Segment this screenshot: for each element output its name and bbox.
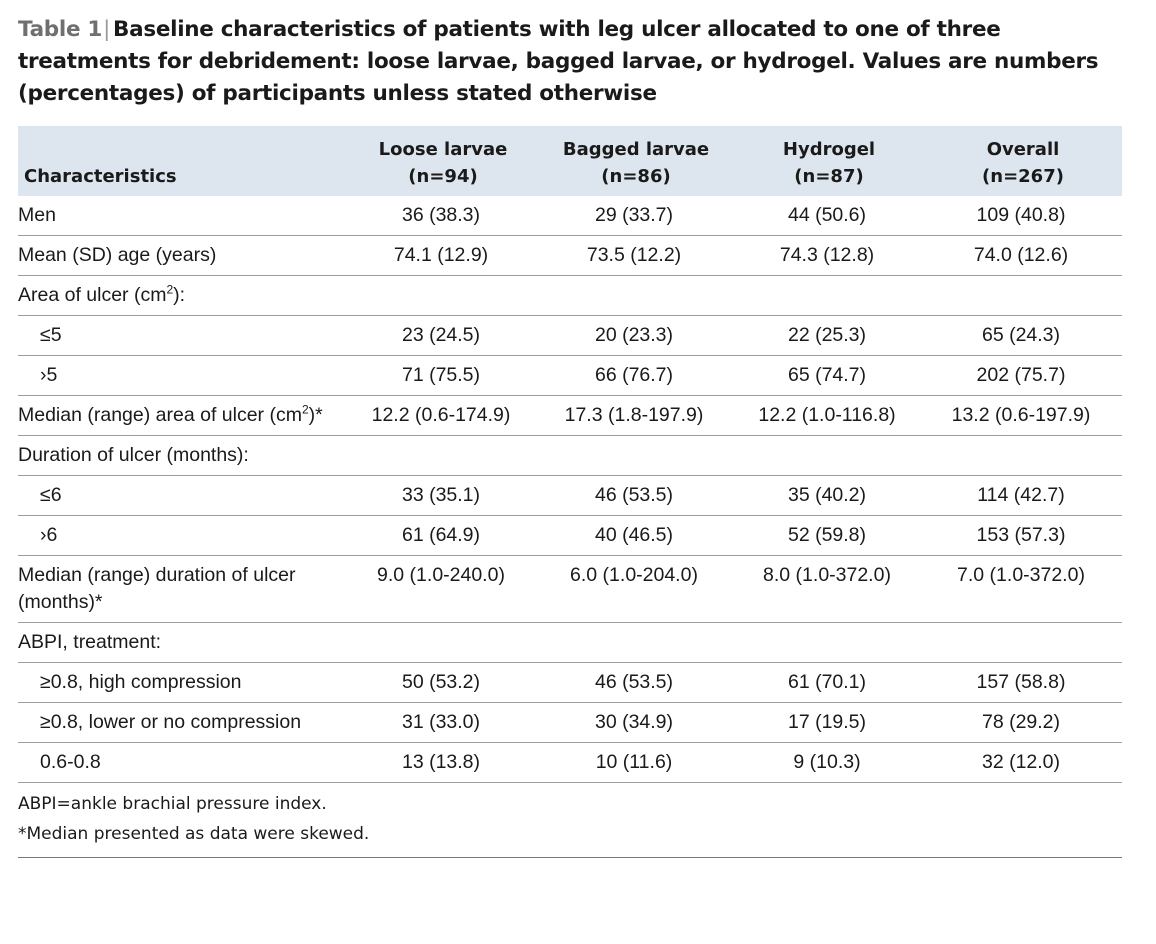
table-header: Characteristics Loose larvae (n=94) Bagge…	[18, 126, 1122, 196]
row-label: 0.6-0.8	[18, 742, 348, 783]
cell-value: 66 (76.7)	[538, 355, 734, 396]
cell-value: 65 (74.7)	[734, 355, 924, 396]
cell-value: 46 (53.5)	[538, 662, 734, 703]
table-row: ›6 61 (64.9) 40 (46.5) 52 (59.8) 153 (57…	[18, 515, 1122, 556]
footnote-block: ABPI=ankle brachial pressure index. *Med…	[18, 782, 1122, 849]
cell-value: 65 (24.3)	[924, 315, 1122, 356]
cell-value: 9 (10.3)	[734, 742, 924, 783]
cell-value: 40 (46.5)	[538, 515, 734, 556]
row-label: Men	[18, 196, 348, 236]
table-caption: Table 1| Baseline characteristics of pati…	[18, 14, 1122, 110]
baseline-table: Characteristics Loose larvae (n=94) Bagge…	[18, 126, 1122, 849]
cell-value: 23 (24.5)	[348, 315, 538, 356]
footnote-median: *Median presented as data were skewed.	[18, 824, 370, 844]
row-label: ≤5	[18, 315, 348, 356]
column-header-loose-larvae: Loose larvae (n=94)	[378, 139, 508, 187]
table-row: ≤6 33 (35.1) 46 (53.5) 35 (40.2) 114 (42…	[18, 475, 1122, 516]
table-row: 0.6-0.8 13 (13.8) 10 (11.6) 9 (10.3) 32 …	[18, 742, 1122, 783]
cell-value: 44 (50.6)	[734, 196, 924, 236]
table-body: Men 36 (38.3) 29 (33.7) 44 (50.6) 109 (4…	[18, 196, 1122, 783]
row-label: ≤6	[18, 475, 348, 516]
cell-value: 12.2 (0.6-174.9)	[348, 395, 538, 436]
cell-value: 74.3 (12.8)	[734, 235, 924, 276]
cell-value: 157 (58.8)	[924, 662, 1122, 703]
cell-value: 22 (25.3)	[734, 315, 924, 356]
table-row: ≥0.8, lower or no compression 31 (33.0) …	[18, 702, 1122, 743]
cell-value: 78 (29.2)	[924, 702, 1122, 743]
table-footnotes: ABPI=ankle brachial pressure index. *Med…	[18, 782, 1122, 849]
section-label-duration: Duration of ulcer (months):	[18, 435, 1122, 476]
row-label: ≥0.8, lower or no compression	[18, 702, 348, 743]
cell-value: 32 (12.0)	[924, 742, 1122, 783]
section-header-row: Area of ulcer (cm2):	[18, 275, 1122, 316]
cell-value: 6.0 (1.0-204.0)	[538, 555, 734, 623]
table-row: ≤5 23 (24.5) 20 (23.3) 22 (25.3) 65 (24.…	[18, 315, 1122, 356]
cell-value: 202 (75.7)	[924, 355, 1122, 396]
cell-value: 29 (33.7)	[538, 196, 734, 236]
table-row: Median (range) duration of ulcer (months…	[18, 555, 1122, 623]
table-row: Mean (SD) age (years) 74.1 (12.9) 73.5 (…	[18, 235, 1122, 276]
cell-value: 114 (42.7)	[924, 475, 1122, 516]
table-figure: Table 1| Baseline characteristics of pati…	[18, 14, 1122, 858]
cell-value: 73.5 (12.2)	[538, 235, 734, 276]
column-header-characteristics: Characteristics	[24, 166, 177, 187]
cell-value: 61 (64.9)	[348, 515, 538, 556]
cell-value: 71 (75.5)	[348, 355, 538, 396]
table-row: ›5 71 (75.5) 66 (76.7) 65 (74.7) 202 (75…	[18, 355, 1122, 396]
row-label: Median (range) duration of ulcer (months…	[18, 555, 348, 623]
cell-value: 52 (59.8)	[734, 515, 924, 556]
section-header-row: Duration of ulcer (months):	[18, 435, 1122, 476]
cell-value: 17 (19.5)	[734, 702, 924, 743]
cell-value: 74.0 (12.6)	[924, 235, 1122, 276]
column-header-hydrogel: Hydrogel (n=87)	[782, 139, 876, 187]
cell-value: 10 (11.6)	[538, 742, 734, 783]
cell-value: 8.0 (1.0-372.0)	[734, 555, 924, 623]
bottom-rule	[18, 857, 1122, 858]
cell-value: 35 (40.2)	[734, 475, 924, 516]
cell-value: 74.1 (12.9)	[348, 235, 538, 276]
section-label-area: Area of ulcer (cm2):	[18, 275, 1122, 316]
cell-value: 20 (23.3)	[538, 315, 734, 356]
row-label: ›5	[18, 355, 348, 396]
cell-value: 7.0 (1.0-372.0)	[924, 555, 1122, 623]
table-row: Men 36 (38.3) 29 (33.7) 44 (50.6) 109 (4…	[18, 196, 1122, 236]
cell-value: 36 (38.3)	[348, 196, 538, 236]
cell-value: 12.2 (1.0-116.8)	[734, 395, 924, 436]
cell-value: 61 (70.1)	[734, 662, 924, 703]
cell-value: 153 (57.3)	[924, 515, 1122, 556]
table-row: ≥0.8, high compression 50 (53.2) 46 (53.…	[18, 662, 1122, 703]
cell-value: 31 (33.0)	[348, 702, 538, 743]
section-header-row: ABPI, treatment:	[18, 622, 1122, 663]
cell-value: 109 (40.8)	[924, 196, 1122, 236]
table-row: Median (range) area of ulcer (cm2)* 12.2…	[18, 395, 1122, 436]
cell-value: 30 (34.9)	[538, 702, 734, 743]
column-header-bagged-larvae: Bagged larvae (n=86)	[562, 139, 710, 187]
cell-value: 33 (35.1)	[348, 475, 538, 516]
footnote-abpi: ABPI=ankle brachial pressure index.	[18, 794, 327, 814]
cell-value: 50 (53.2)	[348, 662, 538, 703]
cell-value: 17.3 (1.8-197.9)	[538, 395, 734, 436]
cell-value: 13 (13.8)	[348, 742, 538, 783]
section-label-abpi: ABPI, treatment:	[18, 622, 1122, 663]
row-label: Median (range) area of ulcer (cm2)*	[18, 395, 348, 436]
row-label: ≥0.8, high compression	[18, 662, 348, 703]
cell-value: 46 (53.5)	[538, 475, 734, 516]
row-label: Mean (SD) age (years)	[18, 235, 348, 276]
cell-value: 9.0 (1.0-240.0)	[348, 555, 538, 623]
row-label: ›6	[18, 515, 348, 556]
table-label: Table 1	[18, 17, 103, 42]
caption-text: Baseline characteristics of patients wit…	[18, 17, 1099, 106]
cell-value: 13.2 (0.6-197.9)	[924, 395, 1122, 436]
caption-separator: |	[103, 17, 111, 42]
column-header-overall: Overall (n=267)	[982, 139, 1064, 187]
